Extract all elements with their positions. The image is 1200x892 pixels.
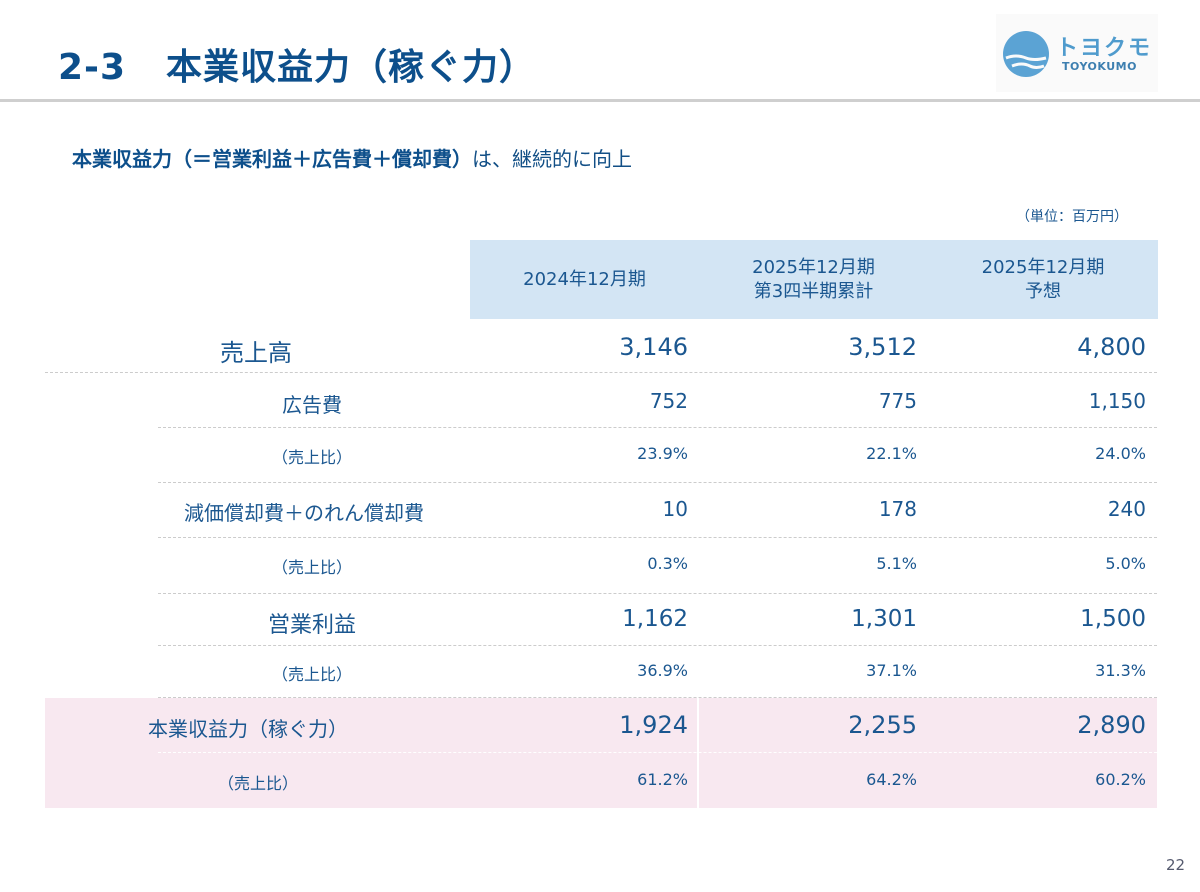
title-text: 本業収益力（稼ぐ力） (166, 47, 537, 88)
cell-value: 1,150 (1088, 389, 1146, 413)
cell-value: 2,255 (848, 711, 917, 739)
table-header: 2024年12月期 2025年12月期 第3四半期累計 2025年12月期 予想 (470, 240, 1158, 319)
cell-value: 60.2% (1095, 770, 1146, 789)
column-header-fy2024: 2024年12月期 (470, 240, 699, 319)
cell-value: 3,512 (848, 333, 917, 361)
row-label: （売上比） (272, 558, 353, 577)
cell-value: 775 (878, 389, 917, 413)
cell-value: 1,162 (622, 606, 688, 632)
cell-value: 2,890 (1077, 711, 1146, 739)
subtitle-bold: 本業収益力（＝営業利益＋広告費＋償却費） (72, 147, 472, 171)
cell-value: 61.2% (637, 770, 688, 789)
highlight-band (45, 698, 1157, 808)
cell-value: 24.0% (1095, 444, 1146, 463)
row-label: （売上比） (272, 448, 353, 467)
cell-value: 22.1% (866, 444, 917, 463)
toyokumo-logo-icon (1003, 31, 1049, 77)
row-label: （売上比） (272, 665, 353, 684)
logo-kana: トヨクモ (1056, 36, 1153, 61)
cell-value: 23.9% (637, 444, 688, 463)
column-header-line1: 2024年12月期 (523, 268, 646, 290)
unit-label: （単位：百万円） (1016, 209, 1128, 225)
cell-value: 36.9% (637, 661, 688, 680)
column-header-fy2025-forecast: 2025年12月期 予想 (928, 240, 1158, 319)
row-divider (158, 645, 1157, 646)
row-divider (158, 593, 1157, 594)
cell-value: 1,301 (851, 606, 917, 632)
row-divider (45, 372, 1157, 373)
cell-value: 240 (1107, 497, 1146, 521)
cell-value: 10 (662, 497, 688, 521)
subtitle-normal: は、継続的に向上 (472, 147, 632, 171)
column-header-line1: 2025年12月期 (981, 256, 1105, 278)
page-title: 2-3 本業収益力（稼ぐ力） (58, 38, 536, 90)
cell-value: 37.1% (866, 661, 917, 680)
cell-value: 5.1% (876, 554, 917, 573)
cell-value: 5.0% (1105, 554, 1146, 573)
cell-value: 1,500 (1080, 606, 1146, 632)
cell-value: 4,800 (1077, 333, 1146, 361)
row-label: （売上比） (218, 774, 299, 793)
cell-value: 752 (649, 389, 688, 413)
row-divider (158, 697, 1157, 698)
row-divider (158, 482, 1157, 483)
row-label: 営業利益 (268, 613, 357, 638)
row-divider (158, 752, 1157, 753)
cell-value: 1,924 (619, 711, 688, 739)
row-label: 本業収益力（稼ぐ力） (148, 717, 348, 741)
row-label: 売上高 (220, 339, 292, 367)
column-header-fy2025-q3: 2025年12月期 第3四半期累計 (699, 240, 928, 319)
cell-value: 31.3% (1095, 661, 1146, 680)
header-divider (0, 99, 1200, 102)
page-number: 22 (1166, 856, 1186, 874)
row-divider (158, 537, 1157, 538)
cell-value: 178 (878, 497, 917, 521)
logo-latin: TOYOKUMO (1062, 60, 1137, 73)
subtitle: 本業収益力（＝営業利益＋広告費＋償却費）は、継続的に向上 (72, 143, 632, 172)
cell-value: 0.3% (647, 554, 688, 573)
company-logo: トヨクモ TOYOKUMO (996, 14, 1158, 92)
column-separator (697, 698, 699, 808)
row-label: 減価償却費＋のれん償却費 (184, 501, 424, 525)
column-header-line1: 2025年12月期 (752, 256, 875, 278)
row-divider (158, 427, 1157, 428)
cell-value: 64.2% (866, 770, 917, 789)
row-label: 広告費 (282, 393, 342, 417)
section-number: 2-3 (58, 47, 127, 88)
column-header-line2: 予想 (1025, 280, 1061, 302)
cell-value: 3,146 (619, 333, 688, 361)
column-header-line2: 第3四半期累計 (753, 280, 874, 302)
